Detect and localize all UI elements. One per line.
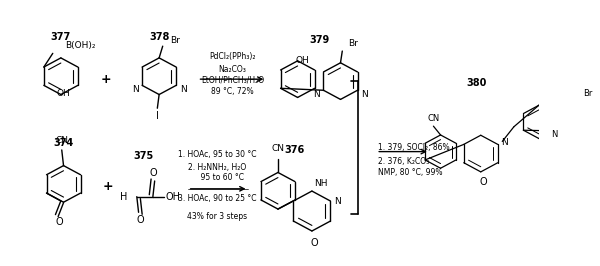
Text: 378: 378 xyxy=(149,32,169,42)
Text: 3. HOAc, 90 to 25 °C: 3. HOAc, 90 to 25 °C xyxy=(178,194,256,203)
Text: 377: 377 xyxy=(51,32,71,42)
Text: B(OH)₂: B(OH)₂ xyxy=(65,41,96,50)
Text: OH: OH xyxy=(296,56,309,65)
Text: CN: CN xyxy=(55,136,68,145)
Text: 2. H₂NNH₂, H₂O: 2. H₂NNH₂, H₂O xyxy=(188,163,247,172)
Text: H: H xyxy=(121,192,128,202)
Text: N: N xyxy=(361,90,368,99)
Text: 1. HOAc, 95 to 30 °C: 1. HOAc, 95 to 30 °C xyxy=(178,150,256,159)
Text: NMP, 80 °C, 99%: NMP, 80 °C, 99% xyxy=(378,168,443,177)
Text: +: + xyxy=(100,73,111,86)
Text: N: N xyxy=(180,85,187,94)
Text: 2. 376, K₂CO₃: 2. 376, K₂CO₃ xyxy=(378,157,429,166)
Text: Br: Br xyxy=(347,39,358,48)
Text: N: N xyxy=(551,130,557,139)
Text: 43% for 3 steps: 43% for 3 steps xyxy=(187,212,247,221)
Text: I: I xyxy=(156,111,159,121)
Text: O: O xyxy=(55,217,63,227)
Text: Br: Br xyxy=(170,36,180,45)
Text: 1. 379, SOCl₂, 86%: 1. 379, SOCl₂, 86% xyxy=(378,143,449,152)
Text: 95 to 60 °C: 95 to 60 °C xyxy=(191,173,244,182)
Text: NH: NH xyxy=(314,179,327,188)
Text: +: + xyxy=(103,180,113,193)
Text: N: N xyxy=(313,90,320,99)
Text: N: N xyxy=(599,130,600,139)
Text: Br: Br xyxy=(584,89,593,98)
Text: CN: CN xyxy=(427,114,440,123)
Text: O: O xyxy=(149,168,157,178)
Text: OH: OH xyxy=(165,192,180,202)
Text: PdCl₂(PPh₃)₂: PdCl₂(PPh₃)₂ xyxy=(209,52,256,61)
Text: 379: 379 xyxy=(309,35,329,45)
Text: 89 °C, 72%: 89 °C, 72% xyxy=(211,87,254,96)
Text: OH: OH xyxy=(57,89,71,98)
Text: O: O xyxy=(137,215,144,225)
Text: N: N xyxy=(334,197,341,206)
Text: CN: CN xyxy=(271,144,284,153)
Text: 380: 380 xyxy=(466,78,487,88)
Text: 376: 376 xyxy=(284,145,304,155)
Text: N: N xyxy=(132,85,139,94)
Text: O: O xyxy=(479,177,487,187)
Text: 374: 374 xyxy=(53,138,74,148)
Text: N: N xyxy=(502,138,508,147)
Text: O: O xyxy=(311,238,319,248)
Text: 375: 375 xyxy=(134,151,154,160)
Text: EtOH/PhCH₃/H₂O: EtOH/PhCH₃/H₂O xyxy=(201,76,264,85)
Text: Na₂CO₃: Na₂CO₃ xyxy=(218,65,247,74)
